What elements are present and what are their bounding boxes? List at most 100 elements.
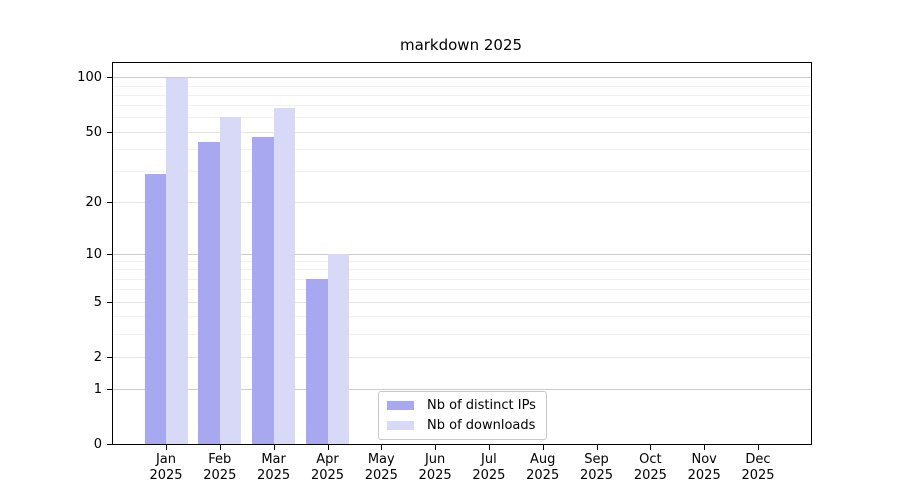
- minor-gridline-4: [113, 316, 811, 318]
- bar-nb-of-downloads-mar: [273, 107, 296, 444]
- y-tick-label-100: 100: [77, 70, 102, 86]
- x-tick-mark-apr: [327, 445, 329, 450]
- y-tick-mark-20: [107, 202, 112, 204]
- x-tick-mark-may: [381, 445, 383, 450]
- x-tick-mark-feb: [219, 445, 221, 450]
- bar-nb-of-downloads-jan: [166, 78, 188, 444]
- x-tick-mark-aug: [542, 445, 544, 450]
- y-tick-mark-1: [107, 388, 112, 390]
- bar-nb-of-distinct-ips-apr: [306, 278, 328, 444]
- x-tick-month-apr: Apr: [316, 452, 339, 467]
- x-tick-mark-oct: [650, 445, 652, 450]
- y-tick-label-5: 5: [93, 294, 102, 310]
- y-tick-label-0: 0: [93, 437, 102, 452]
- x-tick-year-jul: 2025: [472, 468, 506, 483]
- y-tick-label-20: 20: [85, 195, 102, 211]
- y-tick-label-50: 50: [85, 124, 102, 140]
- minor-gridline-70: [113, 105, 811, 107]
- x-tick-mark-nov: [704, 445, 706, 450]
- x-tick-year-apr: 2025: [310, 468, 345, 483]
- x-tick-mark-jul: [488, 445, 490, 450]
- x-tick-month-mar: Mar: [261, 452, 286, 467]
- bar-nb-of-downloads-apr: [327, 253, 349, 444]
- secondary-gridline-5: [113, 301, 811, 303]
- x-tick-year-dec: 2025: [741, 468, 775, 483]
- legend-label-downloads: Nb of downloads: [427, 418, 536, 433]
- x-tick-month-dec: Dec: [745, 452, 771, 467]
- x-tick-month-aug: Aug: [529, 452, 556, 467]
- secondary-gridline-50: [113, 131, 811, 133]
- x-tick-mark-jun: [435, 445, 437, 450]
- x-tick-mark-sep: [596, 445, 598, 450]
- y-tick-mark-5: [107, 301, 112, 303]
- y-tick-label-10: 10: [85, 246, 102, 262]
- x-tick-year-oct: 2025: [633, 468, 667, 483]
- y-tick-mark-2: [107, 356, 112, 358]
- x-tick-year-jan: 2025: [149, 468, 183, 483]
- minor-gridline-7: [113, 278, 811, 280]
- x-tick-year-sep: 2025: [579, 468, 614, 483]
- minor-gridline-80: [113, 94, 811, 96]
- bar-nb-of-distinct-ips-feb: [198, 141, 220, 444]
- plot-area: Nb of distinct IPs Nb of downloads: [112, 62, 812, 445]
- x-tick-label-jun: Jun 2025: [407, 452, 463, 484]
- secondary-gridline-2: [113, 356, 811, 358]
- x-tick-label-oct: Oct 2025: [622, 452, 678, 484]
- minor-gridline-30: [113, 171, 811, 173]
- minor-gridline-8: [113, 269, 811, 271]
- x-tick-month-jun: Jun: [424, 452, 446, 467]
- minor-gridline-40: [113, 149, 811, 150]
- y-tick-label-2: 2: [93, 349, 102, 365]
- x-tick-mark-dec: [758, 445, 759, 450]
- minor-gridline-6: [113, 289, 811, 291]
- x-tick-year-jun: 2025: [418, 468, 452, 483]
- x-tick-label-dec: Dec 2025: [730, 452, 786, 484]
- legend-swatch-distinct-ips: [387, 401, 414, 410]
- x-tick-mark-mar: [273, 445, 275, 450]
- x-tick-month-oct: Oct: [639, 452, 662, 467]
- major-gridline-1: [113, 388, 811, 390]
- legend-entry-downloads: Nb of downloads: [387, 418, 536, 433]
- x-tick-label-nov: Nov 2025: [676, 452, 732, 484]
- x-tick-year-may: 2025: [364, 468, 398, 483]
- legend-swatch-downloads: [387, 421, 414, 430]
- minor-gridline-90: [113, 85, 811, 87]
- legend-label-distinct-ips: Nb of distinct IPs: [427, 398, 536, 413]
- chart-title: markdown 2025: [399, 36, 523, 54]
- x-tick-label-aug: Aug 2025: [515, 452, 571, 484]
- x-tick-label-jan: Jan 2025: [138, 452, 194, 484]
- legend-entry-distinct-ips: Nb of distinct IPs: [387, 398, 536, 413]
- y-tick-mark-10: [107, 253, 112, 255]
- x-tick-year-aug: 2025: [526, 468, 560, 483]
- x-tick-mark-jan: [166, 445, 167, 450]
- minor-gridline-60: [113, 117, 811, 119]
- x-tick-label-sep: Sep 2025: [569, 452, 625, 484]
- x-tick-label-may: May 2025: [353, 452, 409, 484]
- bar-nb-of-distinct-ips-mar: [252, 136, 274, 444]
- major-gridline-100: [113, 77, 811, 79]
- x-tick-year-mar: 2025: [257, 468, 291, 483]
- x-tick-label-feb: Feb 2025: [192, 452, 248, 484]
- x-tick-month-nov: Nov: [691, 452, 717, 467]
- y-tick-label-1: 1: [93, 381, 102, 397]
- y-tick-mark-50: [107, 131, 112, 133]
- major-gridline-10: [113, 253, 811, 255]
- x-tick-month-jul: Jul: [481, 452, 497, 467]
- secondary-gridline-20: [113, 202, 811, 204]
- minor-gridline-9: [113, 261, 811, 263]
- x-tick-month-sep: Sep: [584, 452, 609, 467]
- y-tick-mark-0: [107, 444, 112, 445]
- bar-nb-of-distinct-ips-jan: [144, 173, 166, 444]
- bar-nb-of-downloads-feb: [219, 117, 242, 444]
- x-tick-month-feb: Feb: [208, 452, 232, 467]
- x-tick-label-apr: Apr 2025: [300, 452, 356, 484]
- x-tick-year-nov: 2025: [687, 468, 721, 483]
- y-tick-mark-100: [107, 77, 112, 79]
- x-tick-year-feb: 2025: [203, 468, 237, 483]
- x-tick-month-jan: Jan: [155, 452, 177, 467]
- x-tick-label-mar: Mar 2025: [246, 452, 302, 484]
- x-tick-month-may: May: [367, 452, 395, 467]
- legend: Nb of distinct IPs Nb of downloads: [378, 391, 547, 440]
- minor-gridline-3: [113, 333, 811, 335]
